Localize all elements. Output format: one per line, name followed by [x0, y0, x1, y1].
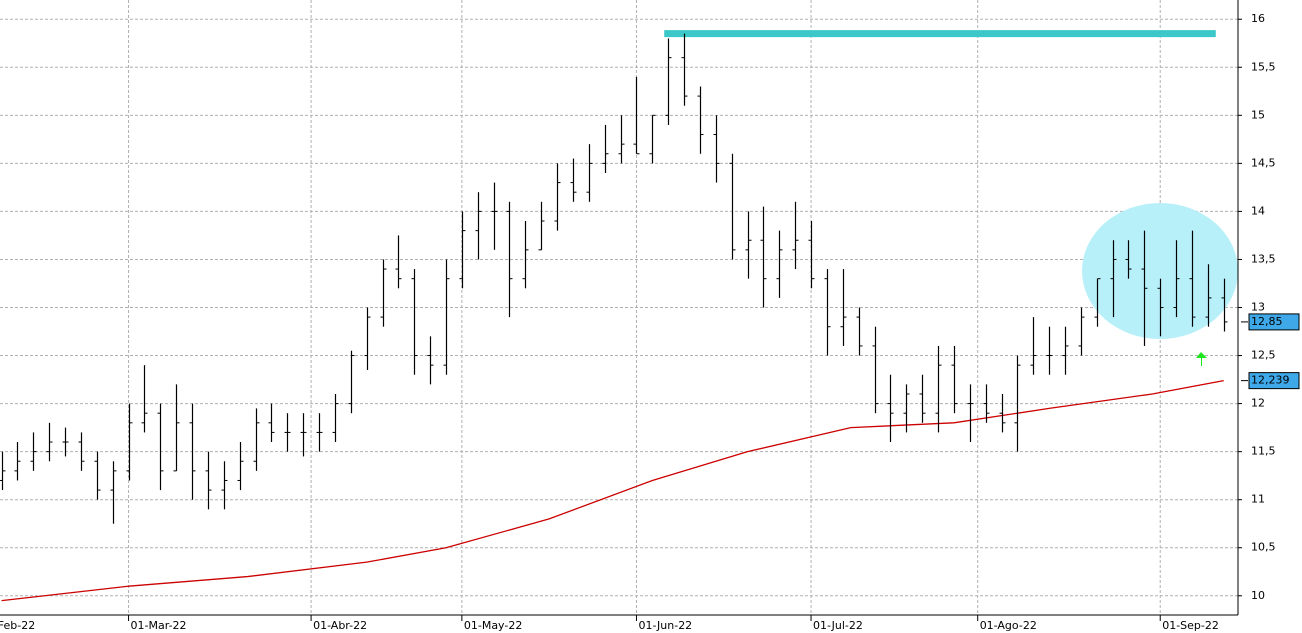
price-box: [1248, 313, 1300, 331]
price-box: [1248, 372, 1300, 390]
x-tick-label: 01-Abr-22: [313, 619, 367, 632]
x-tick-label: 01-Ago-22: [980, 619, 1037, 632]
y-tick-label: 12: [1251, 397, 1265, 410]
y-tick-label: 13: [1251, 301, 1265, 314]
price-label: 12,239: [1251, 374, 1290, 387]
y-tick-label: 10: [1251, 589, 1265, 602]
x-tick-label: 01-Mar-22: [131, 619, 187, 632]
moving-average: [1, 379, 1224, 602]
x-tick-label: 01-May-22: [464, 619, 522, 632]
highlight-circle: [1082, 203, 1238, 339]
grid: [0, 0, 1238, 615]
x-tick-label: 01-Jul-22: [813, 619, 863, 632]
y-tick-label: 16: [1251, 12, 1265, 25]
y-tick-label: 10,5: [1251, 541, 1276, 554]
y-tick-label: 14: [1251, 204, 1265, 217]
y-tick-label: 11: [1251, 493, 1265, 506]
x-tick-label: 01-Feb-22: [0, 619, 35, 632]
y-tick-label: 15,5: [1251, 60, 1276, 73]
y-tick-label: 14,5: [1251, 156, 1276, 169]
x-tick-label: 01-Jun-22: [638, 619, 692, 632]
price-label: 12,85: [1251, 315, 1283, 328]
y-tick-label: 11,5: [1251, 445, 1276, 458]
y-tick-label: 13,5: [1251, 252, 1276, 265]
y-tick-label: 12,5: [1251, 349, 1276, 362]
up-arrow: [1196, 352, 1207, 366]
x-tick-label: 01-Sep-22: [1162, 619, 1219, 632]
y-tick-label: 15: [1251, 108, 1265, 121]
